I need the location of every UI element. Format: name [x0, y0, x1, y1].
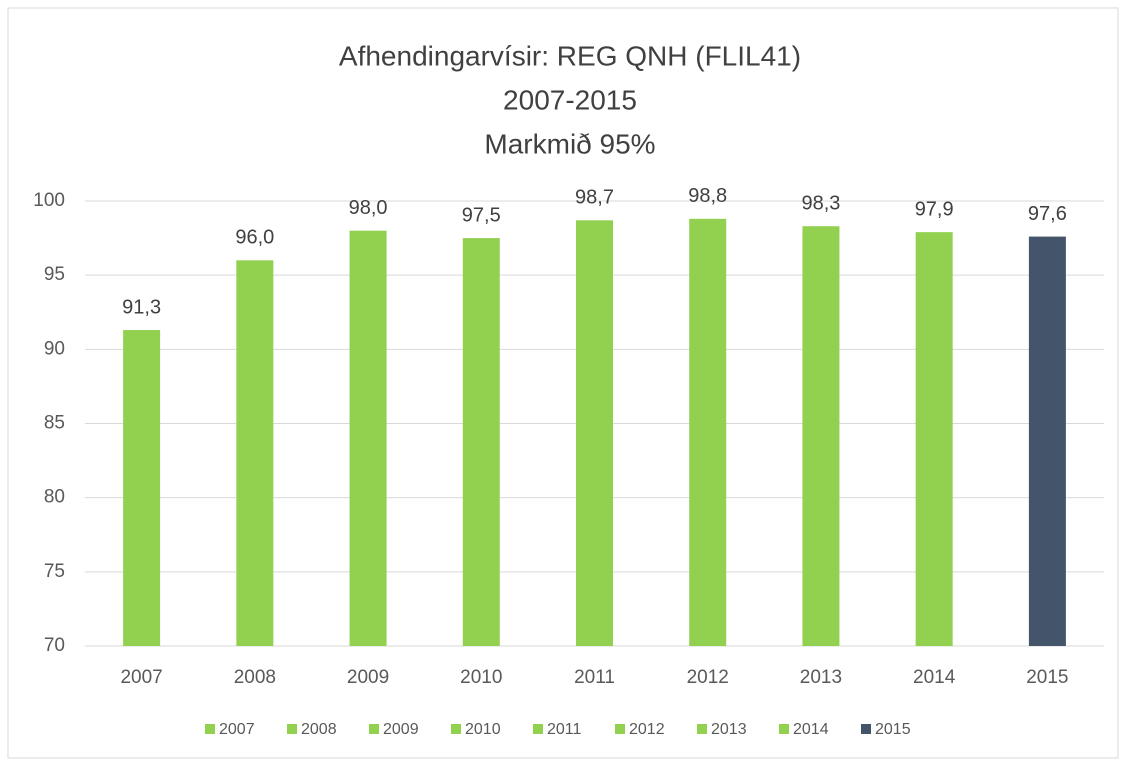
data-label: 97,9	[915, 198, 954, 220]
data-label: 96,0	[235, 227, 274, 249]
x-tick-label: 2010	[460, 667, 502, 688]
y-tick-label: 95	[44, 264, 65, 285]
legend-label: 2012	[629, 721, 665, 738]
legend-label: 2015	[875, 721, 911, 738]
legend-swatch	[533, 724, 543, 734]
legend-label: 2007	[219, 721, 255, 738]
bar	[462, 238, 500, 647]
bar	[349, 230, 387, 646]
legend-swatch	[369, 724, 379, 734]
legend-label: 2013	[711, 721, 747, 738]
y-tick-label: 100	[33, 190, 65, 211]
y-tick-label: 85	[44, 413, 65, 434]
y-tick-label: 90	[44, 338, 65, 359]
chart-subtitle: Markmið 95%	[484, 128, 655, 159]
legend-label: 2014	[793, 721, 829, 738]
data-label: 98,0	[349, 197, 388, 219]
legend-label: 2008	[301, 721, 337, 738]
bar	[236, 260, 274, 646]
y-tick-label: 75	[44, 561, 65, 582]
legend-swatch	[205, 724, 215, 734]
x-tick-label: 2008	[234, 667, 276, 688]
x-tick-label: 2013	[800, 667, 842, 688]
data-label: 97,5	[462, 204, 501, 226]
legend-label: 2011	[547, 721, 582, 738]
legend-swatch	[861, 724, 871, 734]
chart-title: Afhendingarvísir: REG QNH (FLIL41)	[339, 40, 801, 71]
data-label: 98,7	[575, 187, 614, 209]
y-tick-label: 70	[44, 635, 65, 656]
data-label: 91,3	[122, 296, 161, 318]
data-label: 98,3	[801, 192, 840, 214]
x-tick-label: 2012	[687, 667, 729, 688]
y-tick-label: 80	[44, 487, 65, 508]
chart-subtitle: 2007-2015	[503, 84, 637, 115]
legend-label: 2009	[383, 721, 419, 738]
x-tick-label: 2011	[574, 667, 615, 688]
x-tick-label: 2015	[1026, 667, 1068, 688]
bar	[576, 220, 613, 647]
legend-label: 2010	[465, 721, 501, 738]
bar	[1028, 236, 1066, 646]
x-tick-label: 2007	[120, 667, 162, 688]
legend-swatch	[779, 724, 789, 734]
data-label: 98,8	[688, 185, 727, 207]
bar	[802, 226, 840, 646]
legend-swatch	[451, 724, 461, 734]
bar	[689, 218, 727, 647]
legend-swatch	[697, 724, 707, 734]
x-tick-label: 2014	[913, 667, 956, 688]
legend-swatch	[287, 724, 297, 734]
x-tick-label: 2009	[347, 667, 389, 688]
bar	[915, 232, 953, 646]
legend-swatch	[615, 724, 625, 734]
bar	[123, 330, 161, 646]
data-label: 97,6	[1028, 203, 1067, 225]
